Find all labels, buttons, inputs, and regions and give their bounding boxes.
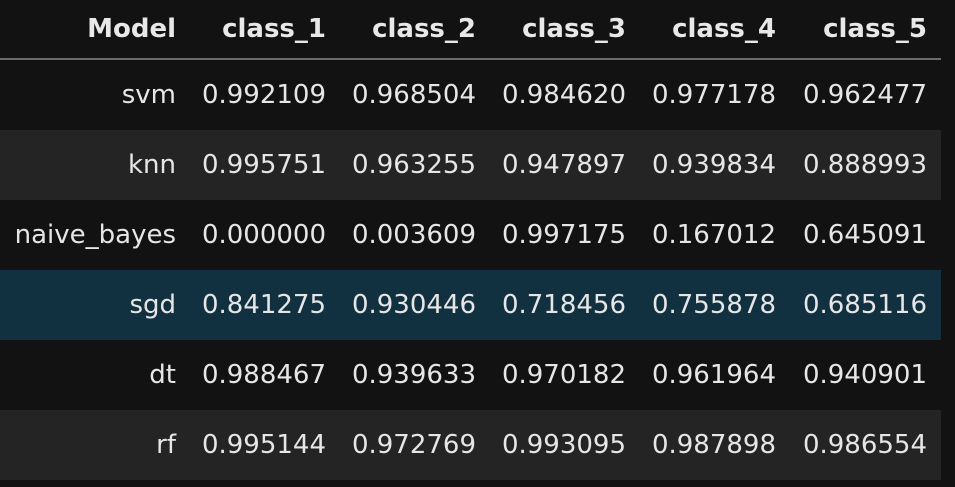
table-row: dt 0.988467 0.939633 0.970182 0.961964 0… — [0, 340, 941, 410]
table-row: rf 0.995144 0.972769 0.993095 0.987898 0… — [0, 410, 941, 480]
score-cell: 0.977178 — [651, 80, 776, 110]
column-header-class-1: class_1 — [190, 0, 340, 60]
model-name-cell: sgd — [129, 290, 176, 320]
score-cell: 0.961964 — [651, 360, 776, 390]
score-cell: 0.988467 — [201, 360, 326, 390]
score-cell: 0.970182 — [501, 360, 626, 390]
score-cell: 0.947897 — [501, 150, 626, 180]
score-cell: 0.940901 — [802, 360, 927, 390]
table-row-highlighted: sgd 0.841275 0.930446 0.718456 0.755878 … — [0, 270, 941, 340]
score-cell: 0.755878 — [651, 290, 776, 320]
model-name-cell: naive_bayes — [14, 220, 176, 250]
score-cell: 0.997175 — [501, 220, 626, 250]
score-cell: 0.962477 — [802, 80, 927, 110]
column-header-model: Model — [0, 0, 190, 60]
score-cell: 0.718456 — [501, 290, 626, 320]
score-cell: 0.930446 — [351, 290, 476, 320]
score-cell: 0.993095 — [501, 430, 626, 460]
score-cell: 0.968504 — [351, 80, 476, 110]
score-cell: 0.984620 — [501, 80, 626, 110]
score-cell: 0.986554 — [802, 430, 927, 460]
model-name-cell: dt — [149, 360, 176, 390]
score-cell: 0.167012 — [651, 220, 776, 250]
column-header-class-5: class_5 — [790, 0, 941, 60]
score-cell: 0.987898 — [651, 430, 776, 460]
column-header-class-4: class_4 — [640, 0, 790, 60]
column-header-class-2: class_2 — [340, 0, 490, 60]
score-cell: 0.992109 — [201, 80, 326, 110]
score-cell: 0.963255 — [351, 150, 476, 180]
score-cell: 0.939834 — [651, 150, 776, 180]
score-cell: 0.995144 — [201, 430, 326, 460]
table-header: Model class_1 class_2 class_3 class_4 cl… — [0, 0, 941, 60]
score-cell: 0.685116 — [802, 290, 927, 320]
score-cell: 0.995751 — [201, 150, 326, 180]
model-name-cell: rf — [156, 430, 176, 460]
table-row: knn 0.995751 0.963255 0.947897 0.939834 … — [0, 130, 941, 200]
model-name-cell: knn — [127, 150, 176, 180]
score-cell: 0.841275 — [201, 290, 326, 320]
results-table: Model class_1 class_2 class_3 class_4 cl… — [0, 0, 941, 480]
score-cell: 0.003609 — [351, 220, 476, 250]
score-cell: 0.645091 — [802, 220, 927, 250]
score-cell: 0.888993 — [802, 150, 927, 180]
model-name-cell: svm — [121, 80, 176, 110]
score-cell: 0.000000 — [201, 220, 326, 250]
table-row: svm 0.992109 0.968504 0.984620 0.977178 … — [0, 59, 941, 130]
column-header-class-3: class_3 — [490, 0, 640, 60]
table-row: naive_bayes 0.000000 0.003609 0.997175 0… — [0, 200, 941, 270]
table-body: svm 0.992109 0.968504 0.984620 0.977178 … — [0, 59, 941, 480]
score-cell: 0.939633 — [351, 360, 476, 390]
score-cell: 0.972769 — [351, 430, 476, 460]
header-row: Model class_1 class_2 class_3 class_4 cl… — [0, 0, 941, 60]
